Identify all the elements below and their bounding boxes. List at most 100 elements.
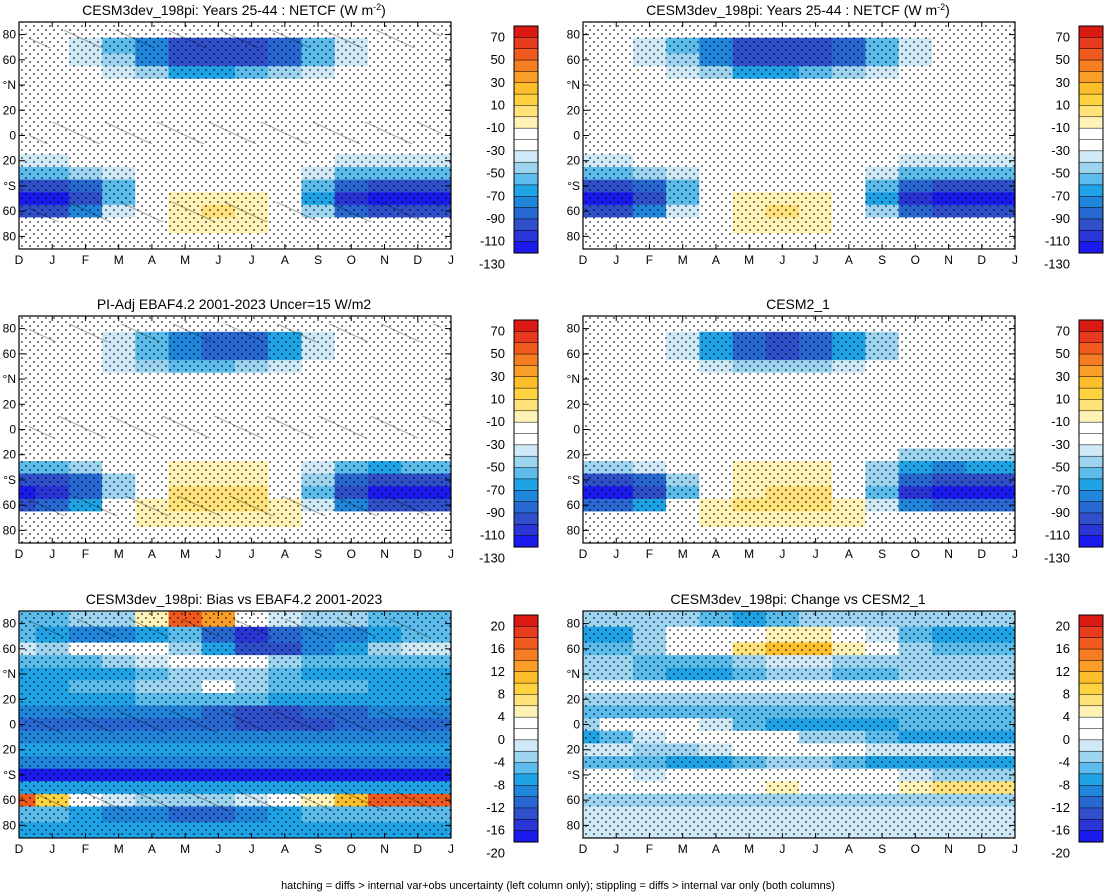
colorbar-label: 4 [1063, 709, 1070, 724]
colorbar-label: -10 [1051, 414, 1070, 429]
colorbars-layer: 70 50 30 10 -10 -30 -50 -70 -90 -110 -130 70 50 30 10 -… [479, 25, 1104, 860]
colorbar-swatch [1078, 353, 1104, 366]
colorbar-swatch [513, 218, 539, 231]
colorbar-swatch [513, 455, 539, 469]
colorbar-label: 70 [491, 323, 505, 338]
colorbar-swatch [513, 421, 539, 435]
colorbar-swatch [513, 93, 539, 106]
colorbar-swatch [513, 762, 539, 775]
colorbar-swatch [513, 59, 539, 72]
x-tick-label: A [712, 842, 720, 856]
x-tick-label: M [744, 842, 754, 856]
colorbar-swatch [513, 376, 539, 389]
hatching-overlay [29, 711, 441, 733]
colorbar-swatch [1078, 173, 1104, 186]
field-cells [583, 611, 1015, 838]
colorbar-swatch [513, 230, 539, 243]
colorbar-swatch [513, 478, 539, 491]
colorbar-swatch [1078, 433, 1104, 446]
colorbar-swatch [1078, 478, 1104, 491]
x-tick-label: S [314, 842, 322, 856]
colorbar-label: -10 [1051, 120, 1070, 135]
colorbar-swatch [513, 728, 539, 741]
colorbar-swatch [513, 682, 539, 695]
colorbar-swatch [1078, 82, 1104, 95]
x-tick-label: D [413, 842, 422, 856]
panel-title: CESM3dev_198pi: Change vs CESM2_1 [670, 591, 925, 607]
colorbar-swatch [1078, 342, 1104, 355]
colorbar-swatch [513, 807, 539, 820]
colorbar-swatch [1078, 93, 1104, 106]
colorbar-swatch [1078, 319, 1104, 332]
colorbar-swatch [513, 331, 539, 344]
x-tick-label: D [977, 253, 986, 267]
colorbar-swatch [1078, 59, 1104, 72]
y-tick-label: °S [3, 473, 16, 487]
panel-title-text: CESM3dev_198pi: Years 25-44 : NETCF (W m [82, 2, 373, 18]
x-tick-label: M [114, 842, 124, 856]
colorbar-label: -70 [1051, 188, 1070, 203]
x-tick-label: A [845, 547, 853, 561]
hatching-overlay [29, 619, 441, 637]
panel-2: CESM3dev_198pi: Years 25-44 : NETCF (W m… [567, 2, 1018, 267]
x-tick-label: A [712, 547, 720, 561]
x-tick-label: J [813, 842, 819, 856]
y-tick-label: 20 [567, 692, 581, 706]
colorbar-label: -12 [486, 800, 505, 815]
colorbar-label: 70 [491, 29, 505, 44]
colorbar-6: 20 16 12 8 4 0 -4 -8 -12 -16 -20 [1051, 614, 1104, 860]
y-tick-label: °S [3, 768, 16, 782]
x-tick-label: N [380, 547, 389, 561]
x-tick-label: J [215, 842, 221, 856]
panel-title-text: PI-Adj EBAF4.2 2001-2023 Uncer=15 W/m2 [97, 296, 372, 312]
colorbar-label: -8 [493, 777, 505, 792]
x-tick-label: J [215, 547, 221, 561]
colorbar-frame [513, 319, 539, 548]
x-tick-label: M [744, 253, 754, 267]
colorbar-swatch [1078, 116, 1104, 129]
colorbar-label: -4 [493, 755, 505, 770]
field-cells [583, 22, 1015, 249]
colorbar-swatch [1078, 739, 1104, 752]
x-tick-label: M [678, 842, 688, 856]
colorbar-swatch [513, 785, 539, 798]
x-tick-label: J [613, 253, 619, 267]
colorbar-frame [1078, 25, 1104, 254]
colorbar-label: -130 [1044, 550, 1070, 565]
colorbar-swatch [513, 161, 539, 175]
colorbar-swatch [1078, 512, 1104, 525]
colorbar-swatch [1078, 161, 1104, 175]
colorbar-label: 20 [491, 618, 505, 633]
y-tick-label: 80 [567, 818, 581, 832]
colorbar-swatch [1078, 331, 1104, 344]
colorbar-swatch [513, 387, 539, 401]
x-tick-label: M [114, 253, 124, 267]
y-tick-label: °S [567, 179, 580, 193]
y-tick-label: 20 [3, 448, 17, 462]
colorbar-swatch [1078, 365, 1104, 378]
x-tick-label: O [911, 842, 920, 856]
y-tick-label: 60 [3, 347, 17, 361]
colorbar-swatch [513, 241, 539, 254]
x-tick-label: M [678, 253, 688, 267]
colorbar-swatch [513, 490, 539, 503]
stippling-overlay [583, 22, 1015, 249]
colorbar-label: -90 [486, 505, 505, 520]
x-tick-label: M [744, 547, 754, 561]
colorbar-swatch [1078, 648, 1104, 661]
colorbar-label: -12 [1051, 800, 1070, 815]
x-tick-label: A [281, 547, 289, 561]
colorbar-swatch [513, 671, 539, 684]
colorbar-label: -4 [1058, 755, 1070, 770]
colorbar-swatch [1078, 455, 1104, 469]
colorbar-swatch [513, 319, 539, 332]
colorbar-swatch [1078, 501, 1104, 514]
y-tick-label: 20 [3, 692, 17, 706]
panel-title: PI-Adj EBAF4.2 2001-2023 Uncer=15 W/m2 [97, 296, 372, 312]
x-tick-label: J [1012, 547, 1018, 561]
colorbar-swatch [1078, 218, 1104, 231]
y-tick-label: 80 [567, 28, 581, 42]
y-tick-label: 20 [3, 103, 17, 117]
x-tick-label: F [82, 253, 89, 267]
